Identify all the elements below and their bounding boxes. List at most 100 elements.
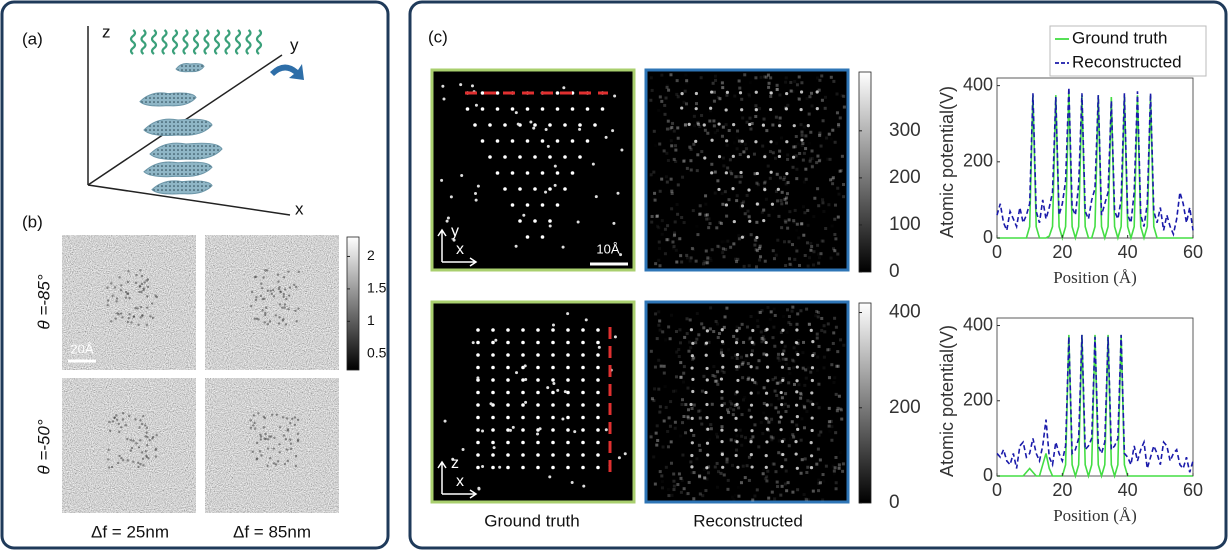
atom <box>690 465 693 468</box>
atom <box>562 86 565 89</box>
atom <box>770 171 773 174</box>
noise <box>754 76 757 79</box>
atom <box>441 85 444 88</box>
texture <box>285 438 287 440</box>
axis-label: y <box>290 35 299 54</box>
texture <box>275 463 277 465</box>
atom <box>551 466 555 470</box>
texture <box>269 320 271 322</box>
noise <box>812 250 815 253</box>
noise <box>770 310 773 313</box>
noise <box>841 470 844 473</box>
noise <box>732 335 735 338</box>
texture <box>138 446 140 448</box>
noise <box>749 128 752 131</box>
atom <box>598 346 601 349</box>
noise <box>673 231 676 234</box>
noise <box>684 74 687 77</box>
noise <box>681 454 684 457</box>
atom <box>573 430 576 433</box>
noise <box>785 201 788 204</box>
noise <box>830 137 833 140</box>
atom <box>551 353 555 357</box>
noise <box>740 175 743 178</box>
noise <box>830 425 833 428</box>
noise <box>798 75 801 78</box>
noise <box>794 209 797 212</box>
atom <box>526 107 530 111</box>
noise <box>781 453 784 456</box>
noise <box>692 497 695 500</box>
atom <box>581 341 585 345</box>
noise <box>722 164 725 167</box>
noise <box>684 123 687 126</box>
legend-label: Reconstructed <box>1072 52 1182 71</box>
axis-label: x <box>295 199 304 218</box>
atom <box>518 155 522 159</box>
noise <box>670 314 673 317</box>
noise <box>723 255 726 258</box>
atom <box>586 139 590 143</box>
noise <box>658 247 661 250</box>
noise <box>797 236 800 239</box>
noise <box>787 181 790 184</box>
noise <box>775 394 778 397</box>
atom <box>762 219 765 222</box>
atom <box>548 155 552 159</box>
noise <box>819 252 822 255</box>
noise <box>656 337 659 340</box>
atom <box>473 123 477 127</box>
noise <box>835 326 838 329</box>
texture <box>111 466 113 468</box>
texture <box>270 293 272 295</box>
texture <box>118 431 120 433</box>
noise <box>718 97 721 100</box>
noise <box>784 221 787 224</box>
noise <box>734 392 737 395</box>
noise <box>796 323 799 326</box>
noise <box>830 363 833 366</box>
atom <box>551 391 555 395</box>
texture <box>142 415 144 417</box>
noise <box>748 94 751 97</box>
texture <box>297 419 299 421</box>
texture <box>149 315 151 317</box>
atom <box>539 427 542 430</box>
noise <box>677 348 680 351</box>
texture <box>137 324 139 326</box>
noise <box>724 315 727 318</box>
noise <box>721 240 724 243</box>
noise <box>695 260 698 263</box>
noise <box>672 247 675 250</box>
atom <box>536 466 540 470</box>
noise <box>681 479 684 482</box>
noise <box>774 157 777 160</box>
noise <box>775 190 778 193</box>
noise <box>716 129 719 132</box>
noise <box>774 470 777 473</box>
noise <box>651 397 654 400</box>
atom <box>596 341 600 345</box>
noise <box>677 95 680 98</box>
noise <box>796 342 799 345</box>
noise <box>734 175 737 178</box>
noise <box>654 199 657 202</box>
atom <box>771 203 774 206</box>
noise <box>660 100 663 103</box>
atom <box>549 225 552 228</box>
noise <box>792 436 795 439</box>
atom <box>710 139 713 142</box>
noise <box>753 423 756 426</box>
noise <box>757 445 760 448</box>
noise <box>821 239 824 242</box>
noise <box>740 481 743 484</box>
noise <box>809 242 812 245</box>
noise <box>683 365 686 368</box>
noise <box>691 471 694 474</box>
noise <box>678 355 681 358</box>
atom <box>476 328 480 332</box>
texture <box>141 314 143 316</box>
atom <box>509 429 512 432</box>
noise <box>735 199 738 202</box>
noise <box>817 315 820 318</box>
